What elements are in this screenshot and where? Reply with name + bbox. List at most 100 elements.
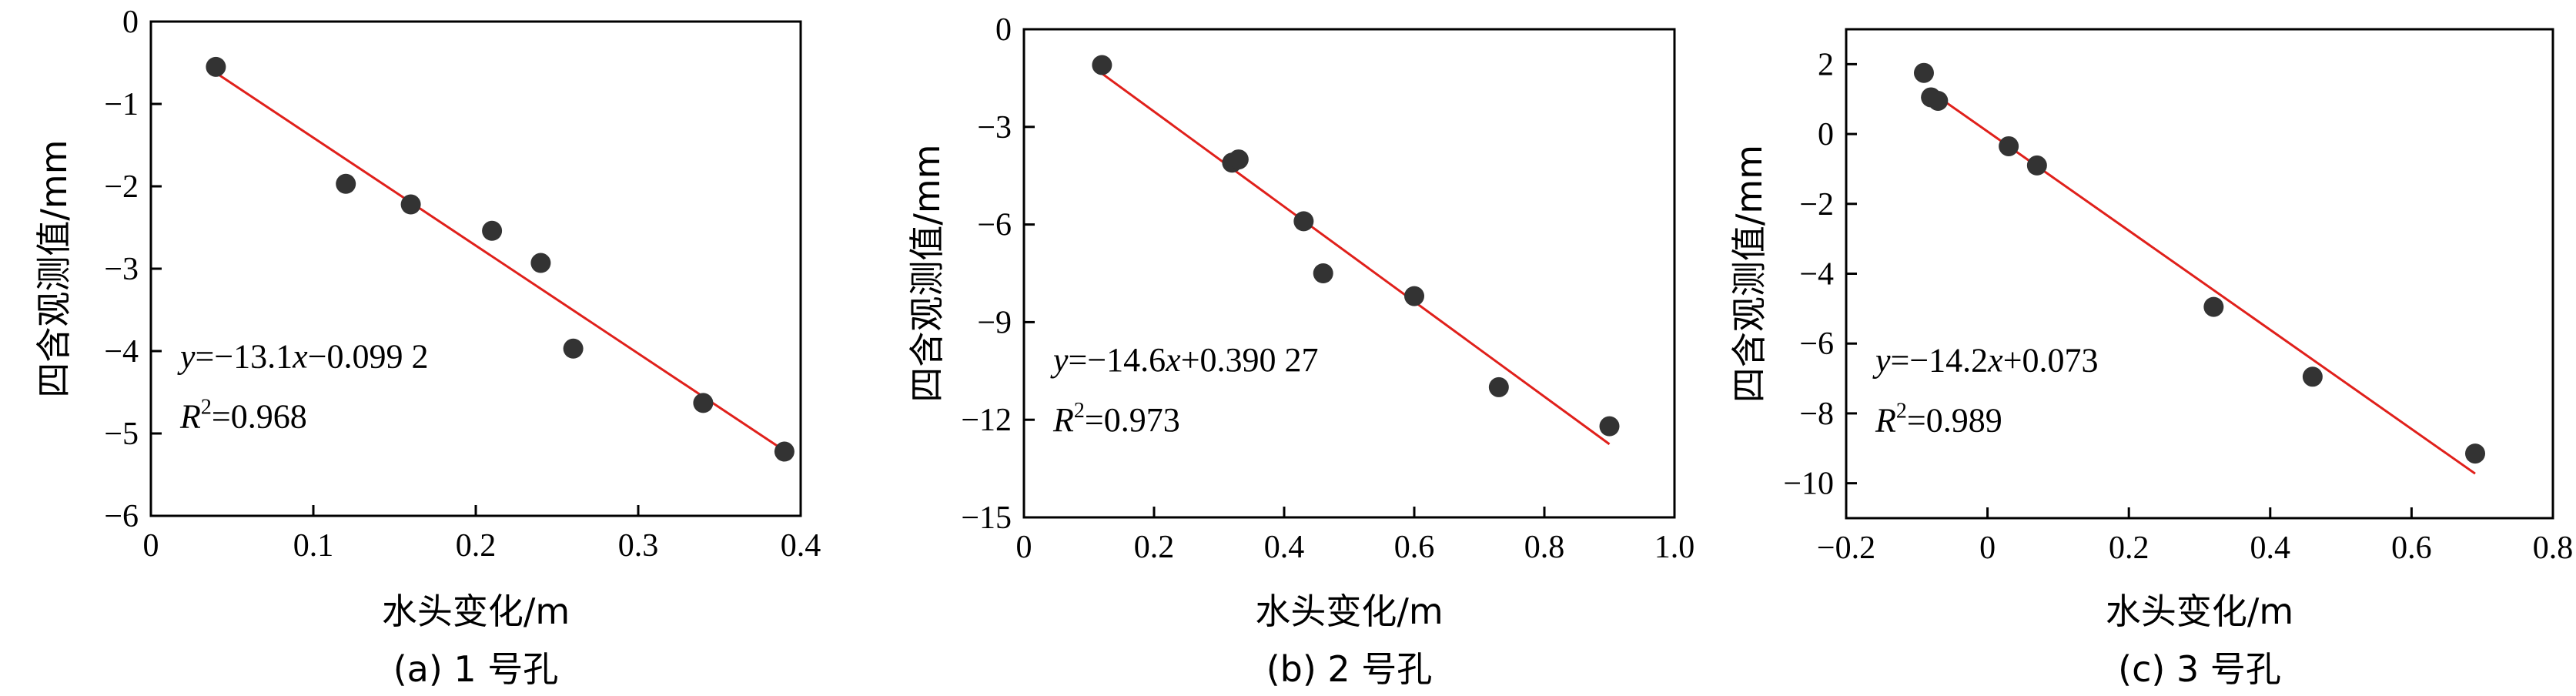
data-point [693,393,714,413]
y-tick-label: −3 [104,252,139,287]
r-squared: R2=0.989 [1875,400,2002,440]
data-point [1488,376,1509,397]
equation-slope: =−14.6 [1069,341,1166,379]
data-point [774,441,795,462]
x-tick-label: 0.3 [618,528,659,564]
x-tick-label: 0.1 [293,528,334,564]
subfigure-caption: (c) 3 号孔 [2118,648,2281,690]
x-tick-label: 0.4 [2250,530,2291,566]
y-tick-label: −6 [104,499,139,534]
x-tick-label: 0 [143,528,159,564]
equation-y: y [1872,342,1891,380]
x-tick-label: 0.8 [2533,530,2574,566]
y-axis-label: 四含观测值/mm [33,139,75,397]
equation-intercept: +0.073 [2003,342,2099,380]
data-point [2465,443,2486,464]
data-point [1999,136,2019,156]
equation-x: x [1987,342,2003,380]
y-tick-label: −8 [1799,397,1834,432]
regression-line [1101,72,1611,446]
y-tick-label: 2 [1818,47,1834,82]
x-tick-label: 0.4 [1264,530,1305,565]
regression-line [1930,91,2476,475]
r-value: =0.968 [212,397,307,435]
x-tick-label: −0.2 [1817,530,1875,566]
r-symbol: R [1052,401,1074,439]
equation-x: x [292,337,308,375]
x-tick-label: 0.6 [2391,530,2432,566]
data-point [400,194,421,215]
data-point [1293,211,1314,232]
data-point [2026,155,2047,176]
r-value: =0.989 [1907,402,2002,440]
regression-equation: y=−14.6x+0.390 27 [1050,341,1319,379]
r-superscript: 2 [1896,400,1907,423]
chart-panel-b: 0 0.2 0.4 0.6 0.8 1.0 −15 −12 −9 −6 −3 0 水头变化/m 四含观测值… [906,12,1694,690]
equation-intercept: +0.390 27 [1181,341,1319,379]
subfigure-caption: (a) 1 号孔 [393,648,559,690]
data-point [1913,62,1934,83]
y-tick-label: −15 [961,500,1012,536]
y-tick-label: −6 [977,208,1012,243]
x-axis-label: 水头变化/m [1255,591,1443,632]
y-axis-label: 四含观测值/mm [1728,145,1770,403]
r-symbol: R [1875,402,1896,440]
x-tick-label: 1.0 [1654,530,1695,565]
y-tick-label: −2 [1799,187,1834,223]
regression-equation: y=−13.1x−0.099 2 [177,337,429,375]
data-point [482,220,503,241]
data-point [206,56,226,77]
r-superscript: 2 [201,395,212,419]
x-tick-label: 0.6 [1394,530,1435,565]
r-squared: R2=0.968 [179,395,307,435]
data-point [1313,263,1333,283]
y-tick-label: −4 [104,334,139,370]
chart-panel-c: −0.2 0 0.2 0.4 0.6 0.8 −10 −8 −6 −4 −2 0 2 水头变化/m 四含观测… [1728,28,2574,690]
y-tick-label: −4 [1799,257,1834,293]
plot-frame [1022,28,1676,519]
x-tick-label: 0.2 [1134,530,1175,565]
y-axis-label: 四含观测值/mm [906,144,948,402]
data-point [530,253,551,273]
x-tick-label: 0 [1016,530,1032,565]
data-point [1599,416,1620,437]
chart-panel-a: 0 0.1 0.2 0.3 0.4 −6 −5 −4 −3 −2 −1 0 水头变化/m 四含观测值/mm… [33,5,821,690]
plot-frame [1845,28,2554,520]
y-tick-label: −12 [961,403,1012,438]
x-tick-label: 0.4 [781,528,821,564]
subfigure-caption: (b) 2 号孔 [1266,648,1433,690]
y-tick-label: −9 [977,305,1012,340]
regression-line [215,72,785,452]
y-tick-label: 0 [995,12,1012,48]
y-tick-label: −1 [104,87,139,122]
x-axis-label: 水头变化/m [2106,591,2293,632]
data-point [563,338,584,359]
x-tick-label: 0.2 [456,528,497,564]
y-tick-label: −3 [977,110,1012,146]
r-superscript: 2 [1074,399,1085,423]
equation-slope: =−14.2 [1891,342,1989,380]
x-tick-label: 0.8 [1524,530,1565,565]
y-tick-label: −2 [104,169,139,205]
y-tick-label: 0 [122,5,139,40]
data-point [1928,90,1949,111]
y-tick-label: −5 [104,417,139,452]
data-point [1092,55,1112,75]
data-point [336,173,356,194]
equation-x: x [1165,341,1181,379]
y-tick-label: 0 [1818,117,1834,152]
y-tick-label: −6 [1799,326,1834,362]
equation-y: y [177,337,196,375]
r-value: =0.973 [1085,401,1180,439]
y-tick-label: −10 [1783,467,1834,502]
x-axis-label: 水头变化/m [382,591,570,632]
equation-y: y [1050,341,1069,379]
data-point [1404,286,1424,306]
r-symbol: R [179,397,201,435]
data-point [2302,366,2323,387]
equation-intercept: −0.099 2 [308,337,429,375]
regression-equation: y=−14.2x+0.073 [1872,342,2099,380]
data-point [2203,296,2224,317]
